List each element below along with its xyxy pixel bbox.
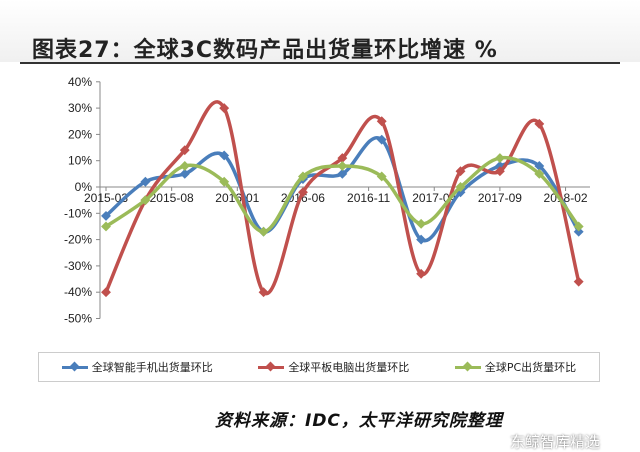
data-point	[101, 221, 111, 232]
legend-item: 全球平板电脑出货量环比	[258, 359, 409, 375]
legend-label: 全球PC出货量环比	[484, 361, 577, 374]
legend-swatch	[61, 361, 88, 371]
legend-item: 全球智能手机出货量环比	[61, 359, 213, 375]
y-tick-label: -10%	[64, 206, 92, 220]
data-point	[534, 168, 545, 179]
data-point	[494, 153, 505, 164]
data-point	[219, 176, 230, 187]
data-point	[298, 187, 308, 198]
data-point	[258, 226, 269, 237]
data-point	[101, 210, 111, 221]
data-point	[416, 268, 427, 279]
data-point	[140, 176, 151, 187]
x-tick-label: 2015-03	[84, 191, 128, 205]
y-tick-label: -50%	[64, 312, 92, 326]
watermark: 东鲸智库精选	[510, 433, 601, 451]
data-point	[258, 287, 269, 298]
y-tick-label: 40%	[68, 75, 92, 89]
x-tick-label: 2016-11	[347, 191, 390, 205]
title-bar	[0, 0, 640, 62]
y-tick-label: 10%	[68, 154, 92, 168]
y-tick-label: -40%	[64, 285, 92, 299]
data-point	[219, 150, 230, 161]
y-tick-label: -30%	[64, 259, 92, 273]
data-point	[534, 118, 545, 129]
data-point	[455, 166, 466, 177]
data-point	[573, 221, 584, 232]
data-point	[179, 145, 190, 156]
y-tick-label: 0%	[75, 180, 93, 194]
source-note: 资料来源：IDC，太平洋研究院整理	[215, 411, 503, 431]
data-point	[219, 103, 230, 114]
data-point	[376, 134, 387, 145]
y-tick-label: -20%	[64, 233, 92, 247]
chart-title: 图表27：全球3C数码产品出货量环比增速 %	[32, 38, 498, 63]
data-point	[455, 182, 466, 192]
data-point	[416, 234, 427, 245]
legend-swatch	[454, 361, 481, 371]
y-tick-label: 20%	[68, 127, 92, 141]
line-chart: 40% 30% 20% 10% 0% -10% -20% -30% -40% -50% 2015-0…	[64, 75, 590, 326]
data-point	[534, 161, 545, 171]
x-tick-label: 2015-08	[150, 191, 194, 205]
data-point	[179, 161, 190, 171]
x-tick-label: 2018-02	[544, 191, 588, 205]
data-point	[140, 195, 151, 206]
data-point	[416, 218, 427, 229]
title-divider	[20, 62, 620, 64]
legend-label: 全球智能手机出货量环比	[91, 361, 213, 374]
y-tick-label: 30%	[68, 101, 92, 115]
legend-label: 全球平板电脑出货量环比	[288, 361, 410, 374]
data-point	[573, 226, 584, 237]
x-tick-label: 2017-09	[478, 191, 522, 205]
data-point	[573, 276, 584, 287]
legend: 全球智能手机出货量环比 全球平板电脑出货量环比 全球PC出货量环比	[38, 352, 600, 382]
legend-swatch	[258, 361, 285, 371]
data-point	[494, 166, 505, 177]
legend-item: 全球PC出货量环比	[454, 359, 577, 375]
data-point	[179, 168, 190, 179]
data-point	[101, 287, 111, 298]
